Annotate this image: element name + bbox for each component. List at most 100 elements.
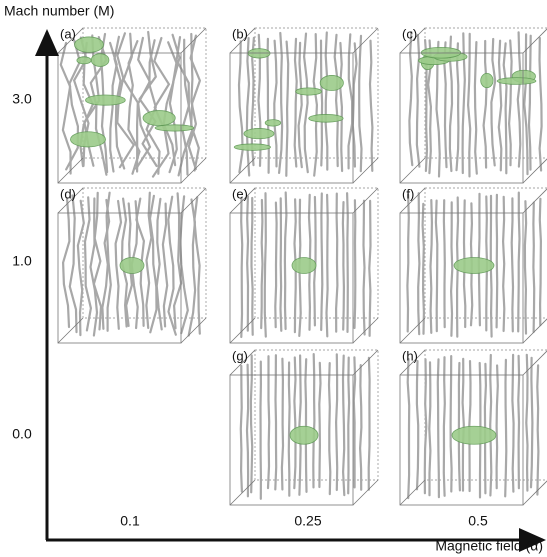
field-line — [260, 198, 264, 330]
field-line — [312, 33, 319, 177]
y-tick-label: 1.0 — [12, 253, 32, 269]
field-line — [538, 36, 543, 172]
iso-surface — [451, 425, 497, 445]
field-line — [504, 358, 508, 498]
field-line — [516, 31, 522, 168]
field-line — [135, 36, 152, 170]
field-line — [68, 194, 78, 334]
panel-label: (a) — [60, 26, 76, 41]
cube-edge — [352, 479, 379, 506]
iso-surface — [308, 114, 344, 123]
field-line — [319, 39, 324, 167]
x-tick-label: 0.1 — [120, 513, 140, 529]
cube-edge — [522, 158, 547, 184]
iso-surface — [142, 110, 176, 126]
field-line — [436, 358, 440, 499]
x-tick-label: 0.25 — [294, 513, 321, 529]
field-line — [320, 192, 324, 332]
cube-front — [399, 212, 524, 344]
field-line — [517, 354, 521, 490]
field-line — [266, 37, 270, 174]
field-line — [145, 191, 153, 329]
field-line — [415, 360, 420, 491]
iso-surface — [496, 77, 537, 85]
field-line — [274, 201, 278, 329]
field-line — [423, 358, 428, 495]
field-line — [89, 197, 99, 337]
field-line — [523, 200, 528, 335]
cube-edge — [522, 350, 547, 376]
field-line — [449, 355, 453, 493]
field-line — [466, 32, 472, 178]
field-line — [59, 41, 72, 175]
field-line — [266, 355, 271, 490]
field-line — [148, 194, 158, 334]
field-line — [538, 197, 543, 327]
field-line — [408, 31, 414, 167]
panel-label: (f) — [402, 186, 414, 201]
field-line — [532, 201, 536, 334]
field-line — [245, 37, 251, 177]
field-line — [523, 33, 529, 176]
field-line — [189, 34, 202, 172]
field-line — [298, 354, 302, 496]
iso-surface — [85, 94, 126, 106]
field-line — [237, 40, 244, 174]
iso-surface — [319, 75, 344, 91]
cube-back — [254, 187, 379, 319]
cube-front — [399, 52, 524, 184]
field-line — [334, 353, 339, 492]
field-line — [490, 37, 497, 167]
field-line — [421, 202, 426, 335]
field-line — [442, 199, 446, 329]
y-tick-label: 0.0 — [12, 426, 32, 442]
field-line — [511, 353, 515, 493]
cube-edge — [399, 187, 426, 214]
panel: (g) — [229, 348, 379, 506]
panel-label: (e) — [232, 186, 248, 201]
field-line — [352, 356, 357, 489]
field-line — [368, 199, 372, 337]
panel-label: (h) — [402, 348, 418, 363]
field-line — [346, 192, 349, 333]
field-line — [278, 31, 284, 174]
cube-back — [424, 27, 547, 159]
field-line — [325, 193, 329, 338]
panel: (e) — [229, 186, 379, 344]
iso-surface — [233, 143, 271, 151]
iso-surface — [154, 124, 195, 132]
panel: (a) — [57, 26, 207, 184]
iso-surface — [119, 257, 145, 274]
field-line — [442, 356, 446, 497]
field-line — [324, 31, 329, 171]
cube-edge — [180, 317, 207, 344]
cube-edge — [352, 317, 379, 344]
field-line — [501, 195, 506, 333]
field-line — [482, 39, 488, 169]
field-line — [455, 42, 460, 172]
iso-surface — [453, 257, 495, 274]
field-line — [105, 191, 112, 332]
cube-edge — [57, 157, 84, 184]
field-line — [495, 364, 499, 490]
field-line — [415, 33, 421, 168]
y-tick-label: 3.0 — [12, 91, 32, 107]
field-line — [489, 353, 493, 497]
panel: (c) — [399, 26, 547, 184]
cube-edge — [522, 318, 547, 344]
cube-edge — [399, 349, 426, 376]
iso-surface — [76, 56, 92, 65]
panel-label: (b) — [232, 26, 248, 41]
field-line — [313, 195, 317, 327]
field-line — [461, 357, 465, 492]
cube-edge — [399, 157, 426, 184]
field-line — [536, 364, 540, 496]
field-line — [177, 38, 194, 177]
field-line — [302, 32, 309, 174]
x-axis-label: Magnetic field (α) — [435, 538, 543, 554]
field-line — [263, 192, 267, 338]
cube-edge — [399, 479, 426, 506]
field-line — [168, 33, 181, 174]
cube-edge — [522, 28, 547, 54]
